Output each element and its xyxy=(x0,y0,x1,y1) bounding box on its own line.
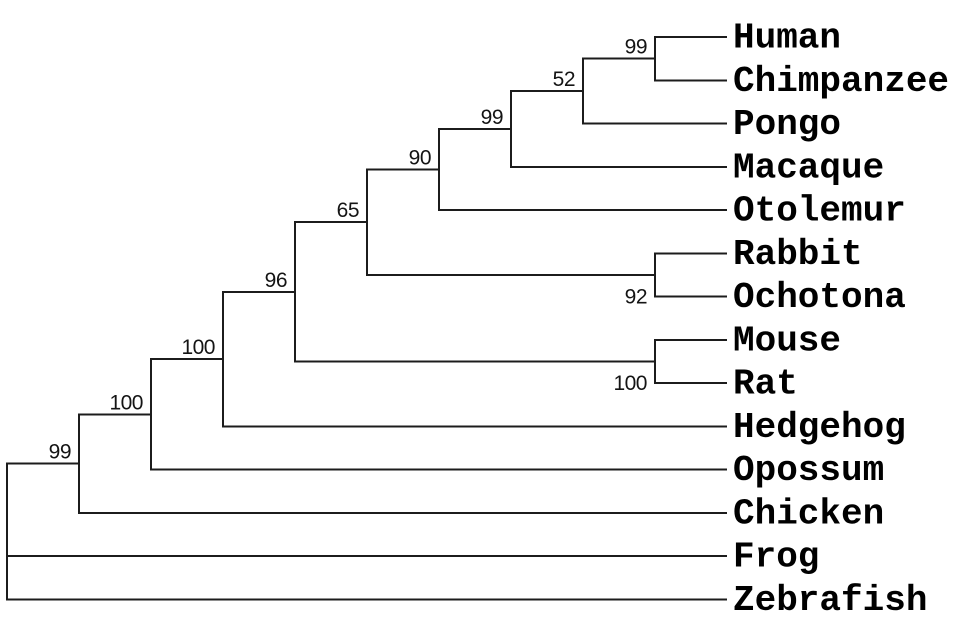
bootstrap-value: 96 xyxy=(265,269,287,292)
taxon-label-frog: Frog xyxy=(733,537,819,578)
taxon-label-chicken: Chicken xyxy=(733,493,884,534)
taxon-label-otolemur: Otolemur xyxy=(733,191,906,232)
bootstrap-value: 99 xyxy=(481,106,503,129)
bootstrap-value: 90 xyxy=(409,146,431,169)
taxon-label-rat: Rat xyxy=(733,364,798,405)
bootstrap-value: 99 xyxy=(49,441,71,464)
taxon-label-mouse: Mouse xyxy=(733,320,841,361)
taxon-label-rabbit: Rabbit xyxy=(733,234,863,275)
bootstrap-value: 52 xyxy=(553,68,575,91)
taxon-label-opossum: Opossum xyxy=(733,450,884,491)
taxon-label-ochotona: Ochotona xyxy=(733,277,906,318)
bootstrap-value: 100 xyxy=(181,336,215,359)
taxon-label-human: Human xyxy=(733,18,841,59)
bootstrap-value: 99 xyxy=(625,36,647,59)
taxon-label-hedgehog: Hedgehog xyxy=(733,407,906,448)
bootstrap-value: 100 xyxy=(613,372,647,395)
bootstrap-value: 92 xyxy=(625,286,647,309)
taxon-label-chimpanzee: Chimpanzee xyxy=(733,61,949,102)
taxon-label-pongo: Pongo xyxy=(733,104,841,145)
bootstrap-value: 65 xyxy=(337,199,359,222)
taxon-label-macaque: Macaque xyxy=(733,147,884,188)
taxon-label-zebrafish: Zebrafish xyxy=(733,580,927,621)
bootstrap-value: 100 xyxy=(109,391,143,414)
